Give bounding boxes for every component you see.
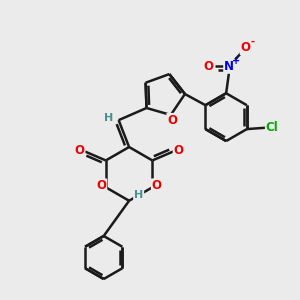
Text: O: O [167, 114, 177, 127]
Text: O: O [241, 41, 250, 54]
Text: O: O [152, 179, 162, 192]
Text: H: H [104, 113, 114, 123]
Text: O: O [204, 60, 214, 73]
Text: H: H [134, 190, 143, 200]
Text: +: + [232, 56, 240, 66]
Text: O: O [174, 143, 184, 157]
Text: Cl: Cl [266, 121, 279, 134]
Text: O: O [96, 179, 106, 192]
Text: -: - [250, 37, 254, 46]
Text: O: O [74, 143, 85, 157]
Text: N: N [224, 60, 234, 73]
